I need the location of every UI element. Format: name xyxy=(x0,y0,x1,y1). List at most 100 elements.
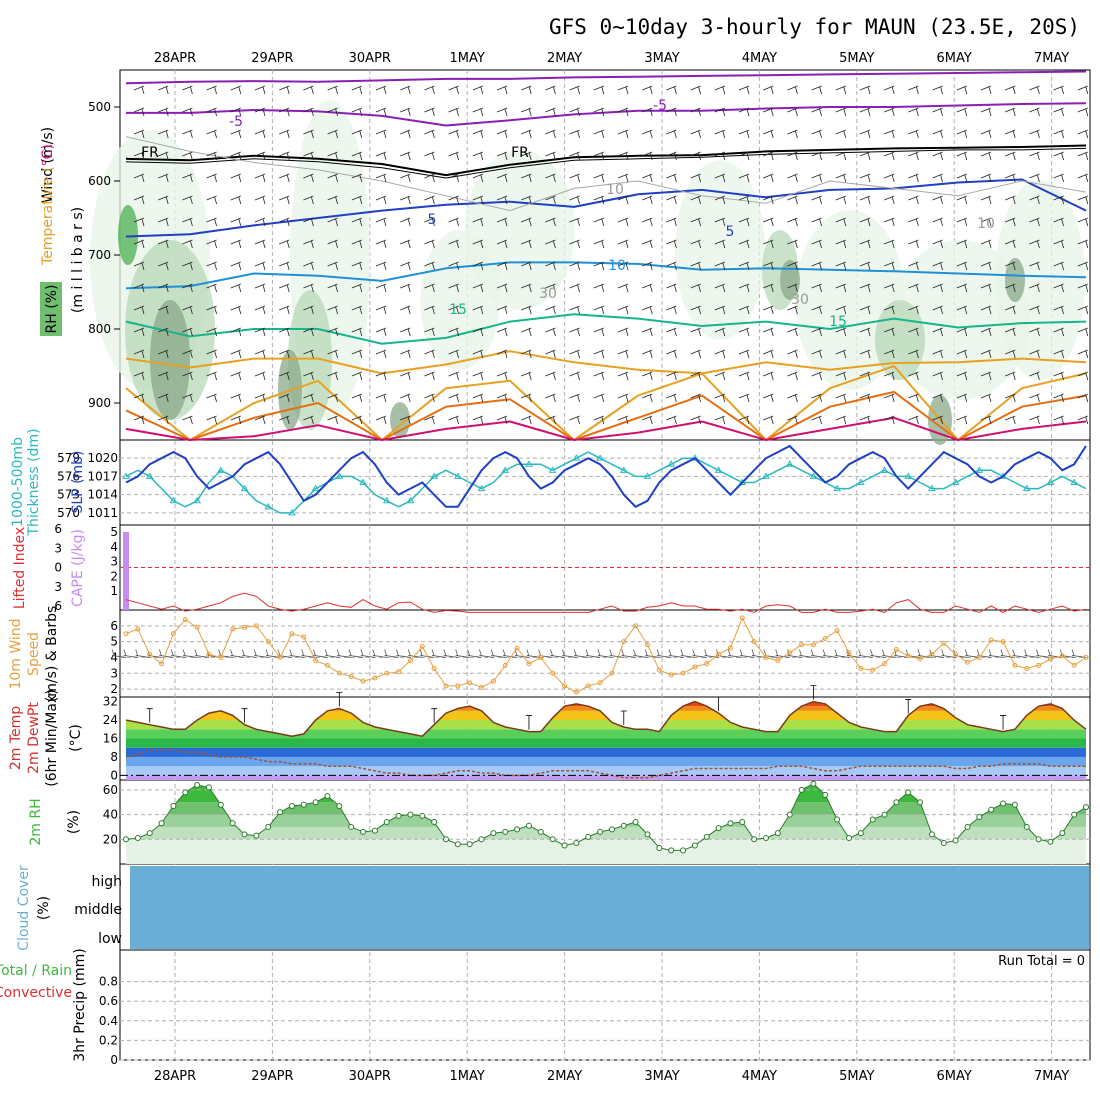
wind-barb xyxy=(472,107,484,117)
wind-barb xyxy=(230,85,242,95)
wind10-marker xyxy=(882,661,888,667)
wind-barb xyxy=(811,129,822,139)
rh-marker xyxy=(525,822,532,829)
rh-marker xyxy=(194,781,201,788)
wind-barb xyxy=(811,151,822,161)
wind-barb xyxy=(230,371,242,381)
wind-barb xyxy=(956,283,968,293)
thickness-label-1: 1000-500mb xyxy=(10,437,26,527)
pressure-tick-label: 900 xyxy=(88,396,111,410)
wind-barb xyxy=(521,151,532,161)
wind10-marker xyxy=(1024,666,1030,672)
wind-barb xyxy=(230,305,242,315)
precip-label-1: Total / Rain xyxy=(0,963,72,979)
wind10-marker xyxy=(905,653,911,659)
wind-barb xyxy=(666,393,677,403)
wind-barb xyxy=(182,195,193,205)
wind10-marker xyxy=(1059,653,1065,659)
wind-barb xyxy=(980,151,992,161)
wind-barb xyxy=(327,195,338,205)
wind-barb xyxy=(666,283,677,293)
wind-barb xyxy=(230,239,242,249)
wind-barb xyxy=(932,415,943,425)
wind-barb xyxy=(254,195,266,205)
upper-wind-label: Wind (m/s) xyxy=(40,127,56,203)
wind10-marker xyxy=(929,651,935,657)
wind-barb xyxy=(158,305,169,315)
wind-barb xyxy=(448,305,459,315)
wind-barb xyxy=(884,173,895,183)
wind-barb xyxy=(375,371,387,381)
wind10-marker xyxy=(834,628,840,634)
wind-barb xyxy=(158,217,169,227)
wind-barb xyxy=(787,371,798,381)
wind-barb xyxy=(811,85,822,95)
wind-barb xyxy=(424,107,435,117)
wind-barb xyxy=(496,349,508,359)
wind10-barb xyxy=(324,649,340,658)
wind-barb xyxy=(738,173,750,183)
wind10-marker xyxy=(419,643,425,649)
rh-marker xyxy=(146,830,153,837)
wind-barb xyxy=(375,393,387,403)
contour-label-c6: 15 xyxy=(449,302,467,318)
wind10-barb xyxy=(881,649,897,658)
rh-marker xyxy=(123,836,129,843)
wind-barb xyxy=(1077,283,1089,293)
wind-barb xyxy=(980,129,992,139)
wind10-marker xyxy=(324,662,330,668)
wind-barb xyxy=(521,393,532,403)
wind-barb xyxy=(908,195,919,205)
wind-barb xyxy=(303,129,314,139)
contour-label-c5: 10 xyxy=(608,258,626,274)
thickness-marker xyxy=(525,460,533,467)
wind10-barb xyxy=(644,649,660,658)
rh-tick-label: 60 xyxy=(103,783,118,797)
thickness-marker xyxy=(548,466,557,473)
contour-label-fr: FR xyxy=(141,145,159,161)
wind-barb xyxy=(230,283,242,293)
wind-barb xyxy=(133,349,145,359)
wind10-marker xyxy=(336,670,342,676)
wind-barb xyxy=(593,85,605,95)
wind-barb xyxy=(472,349,484,359)
date-label-top: 30APR xyxy=(349,51,391,66)
rh-marker xyxy=(644,831,651,838)
wind-barb xyxy=(521,371,532,381)
thickness-marker xyxy=(572,454,581,461)
contour-line-10 xyxy=(125,416,1087,441)
date-label-bottom: 1MAY xyxy=(450,1069,485,1084)
contour-line-1 xyxy=(126,102,1087,127)
wind-barb xyxy=(908,129,919,139)
wind-barb xyxy=(230,349,242,359)
wind-barb xyxy=(690,173,701,183)
temp-maxmin-bar xyxy=(620,710,627,725)
wind10-marker xyxy=(194,624,200,630)
li-tick-label: 6 xyxy=(54,522,62,536)
wind-barb xyxy=(932,393,943,403)
wind-barb xyxy=(908,107,919,117)
wind10-marker xyxy=(218,654,224,660)
wind-barb xyxy=(351,261,363,271)
wind-barb xyxy=(327,261,338,271)
rh-marker xyxy=(265,823,272,830)
temp-band xyxy=(126,738,1086,748)
wind-barb xyxy=(400,305,411,315)
wind-barb xyxy=(133,327,145,337)
wind10-marker xyxy=(348,673,354,679)
wind-tick-label: 2 xyxy=(110,682,118,696)
temp-bands xyxy=(126,701,1086,780)
wind-barb xyxy=(133,85,145,95)
wind10-barb xyxy=(1024,649,1039,658)
thickness-marker xyxy=(288,508,296,516)
thickness-marker xyxy=(335,472,344,479)
wind-barb xyxy=(859,107,871,117)
wind-barb xyxy=(1005,85,1016,95)
thickness-marker xyxy=(667,460,676,467)
wind-barb xyxy=(593,107,605,117)
wind-barb xyxy=(303,371,314,381)
wind-barb xyxy=(932,239,943,249)
rh-marker xyxy=(502,828,509,835)
wind-barb xyxy=(811,349,822,359)
rh-marker xyxy=(360,828,367,835)
